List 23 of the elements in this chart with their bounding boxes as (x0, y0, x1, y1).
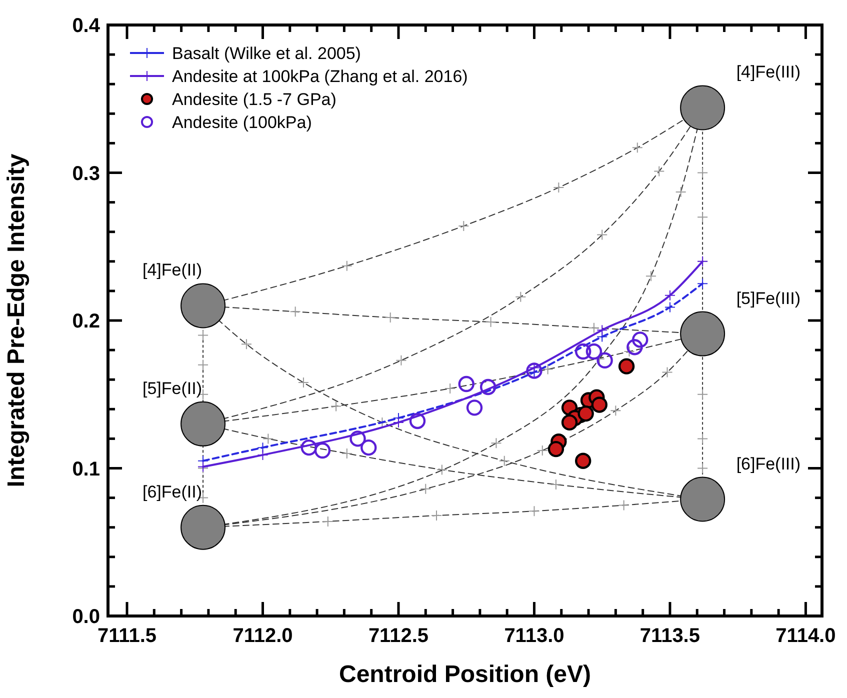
x-tick-label: 7111.5 (98, 625, 156, 647)
legend-label: Andesite at 100kPa (Zhang et al. 2016) (172, 66, 468, 86)
y-tick-label: 0.4 (72, 15, 101, 37)
x-tick-label: 7114.0 (776, 625, 836, 647)
x-tick-label: 7113.5 (640, 625, 700, 647)
annotation: [4]Fe(III) (736, 62, 801, 82)
y-tick-label: 0.0 (72, 606, 100, 628)
x-axis-title: Centroid Position (eV) (339, 661, 591, 688)
x-tick-label: 7113.0 (504, 625, 564, 647)
y-tick-label: 0.2 (72, 310, 100, 332)
annotation: [5]Fe(II) (142, 378, 202, 398)
legend-label: Basalt (Wilke et al. 2005) (172, 44, 361, 63)
y-tick-label: 0.1 (72, 458, 100, 480)
x-tick-label: 7112.5 (368, 625, 429, 647)
legend-label: Andesite (100kPa) (172, 112, 312, 132)
annotation: [6]Fe(III) (736, 454, 801, 474)
annotation: [6]Fe(II) (142, 482, 202, 502)
annotation: [4]Fe(II) (142, 260, 202, 280)
y-axis-title: Integrated Pre-Edge Intensity (3, 153, 30, 488)
y-tick-label: 0.3 (72, 162, 100, 185)
legend-label: Andesite (1.5 -7 GPa) (172, 90, 336, 109)
annotation: [5]Fe(III) (736, 288, 801, 308)
x-tick-label: 7112.0 (232, 625, 293, 647)
